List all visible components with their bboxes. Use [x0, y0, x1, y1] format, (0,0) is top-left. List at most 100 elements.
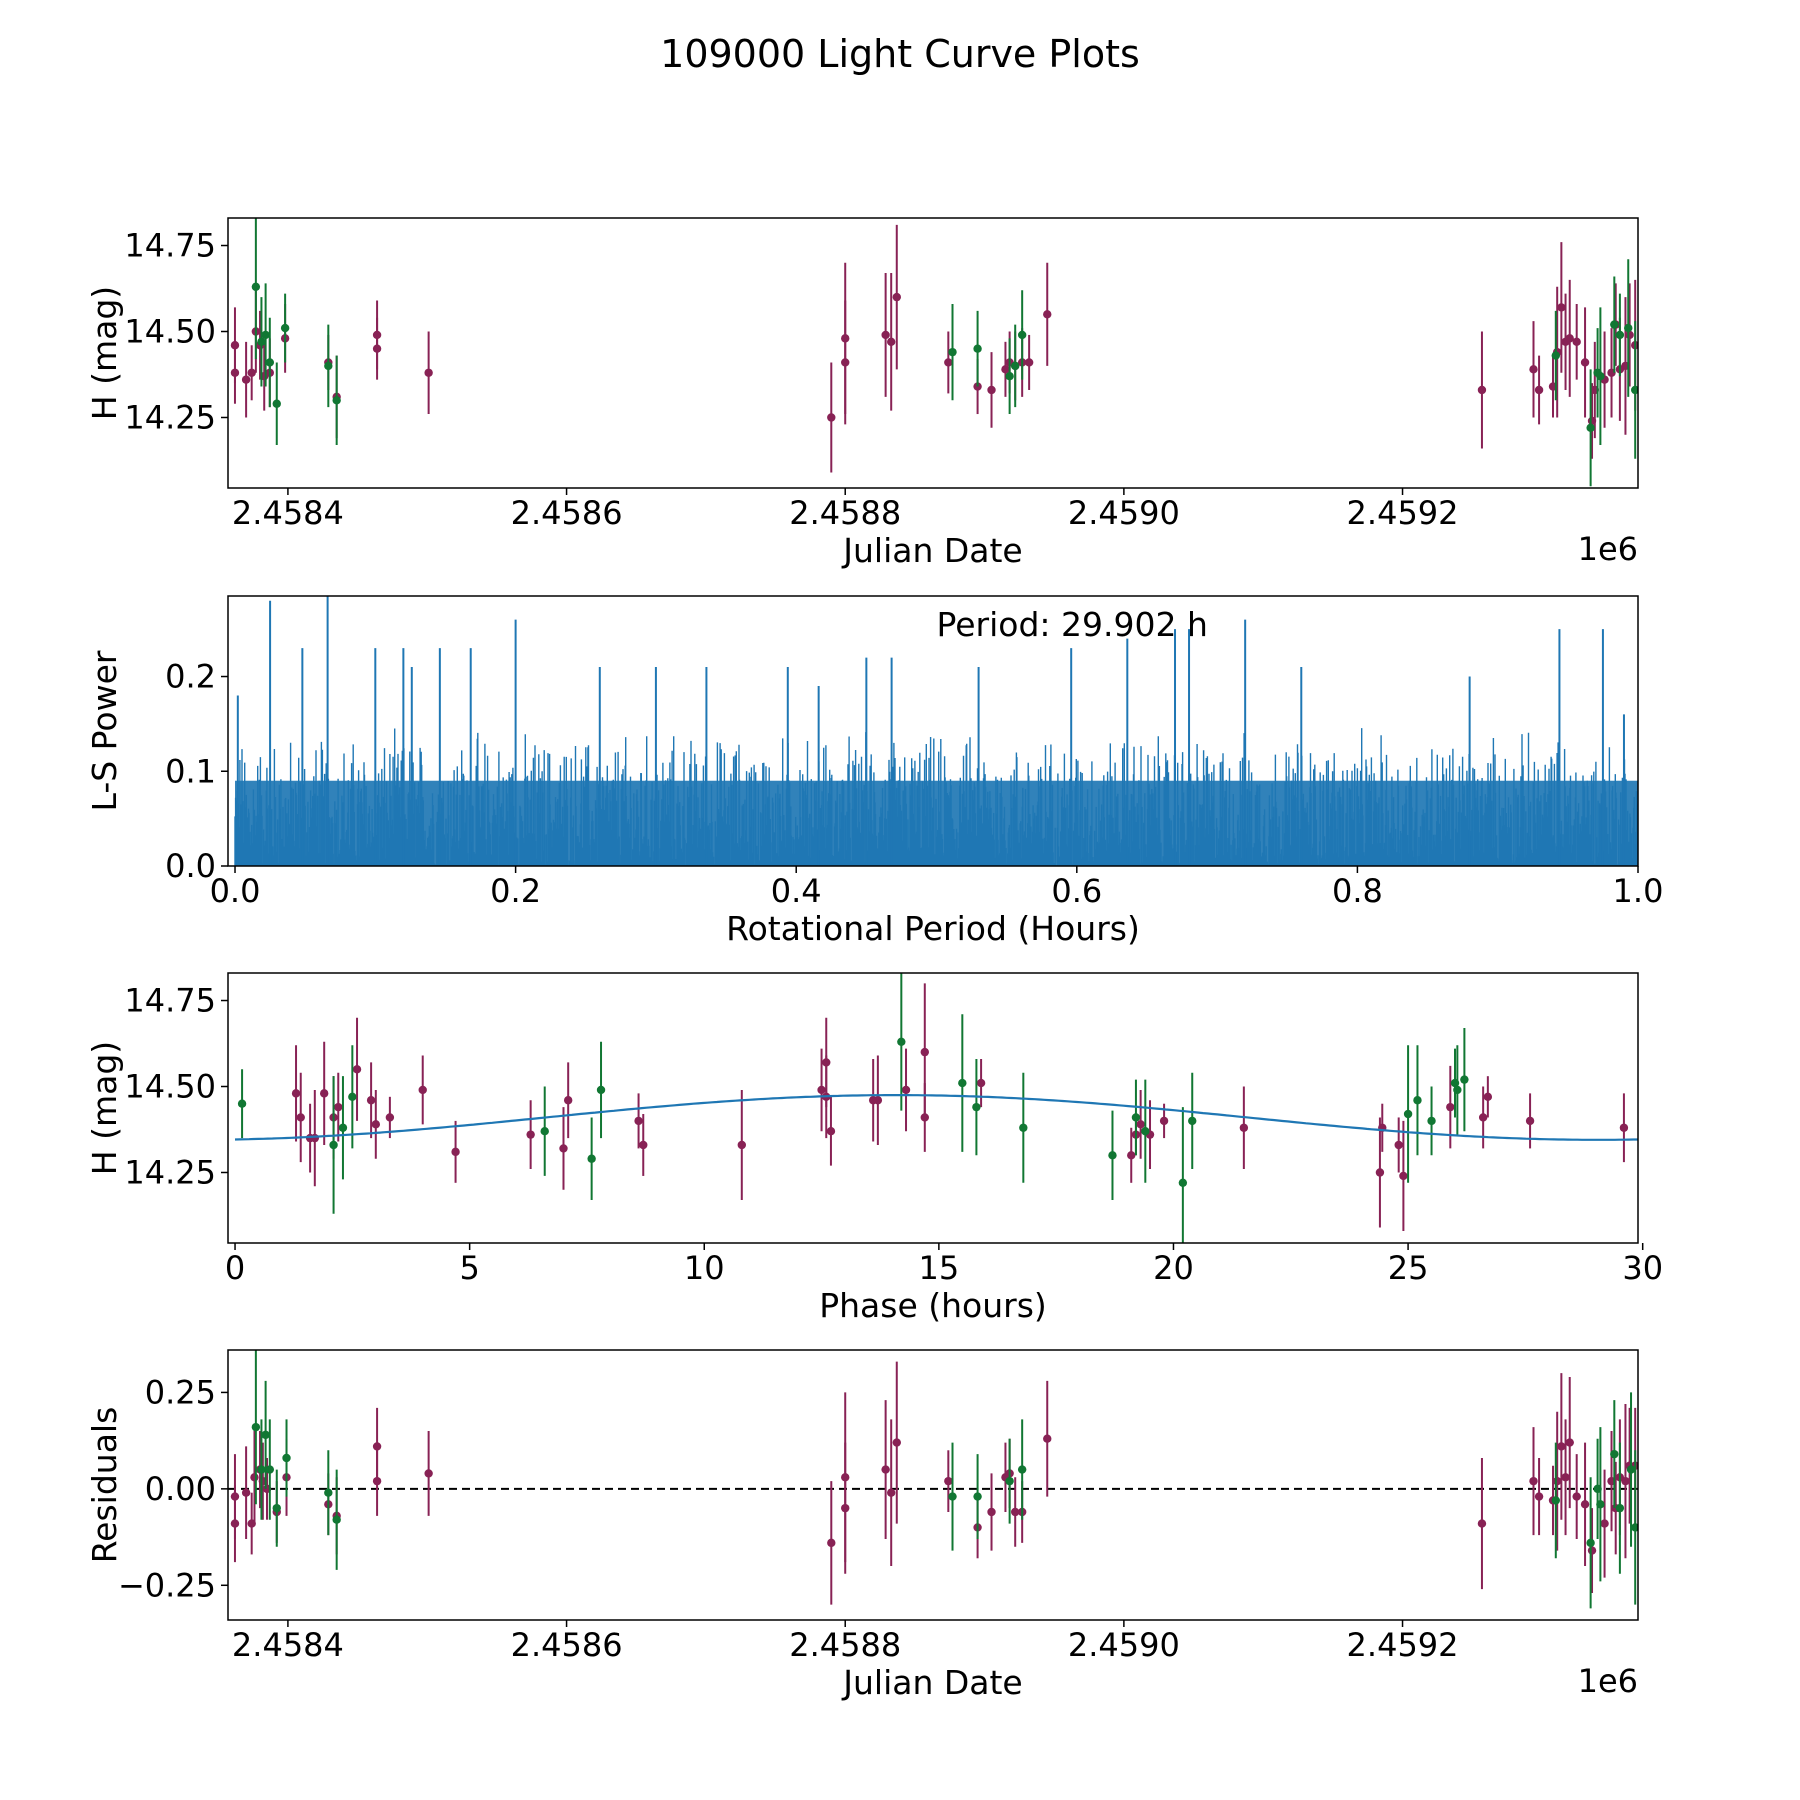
raw-point-r: [841, 358, 850, 367]
phased-point-r: [1446, 1102, 1455, 1112]
residuals-xtick-label: 2.4584: [232, 1626, 344, 1664]
phased-point-r: [418, 1085, 427, 1095]
phased-point-r: [817, 1085, 826, 1095]
periodogram-xtick-label: 0.6: [1051, 872, 1102, 910]
phased-point-r: [976, 1078, 986, 1088]
raw-point-r: [1001, 365, 1010, 374]
raw-point-r: [247, 368, 256, 377]
residuals-point-r: [827, 1538, 836, 1548]
phased-point-g: [958, 1078, 967, 1088]
residuals-point-g: [1017, 1465, 1027, 1474]
phased-xtick-label: 0: [225, 1249, 245, 1287]
raw-ytick-label: 14.50: [124, 313, 216, 351]
periodogram-frame: [227, 595, 1639, 867]
residuals-point-g: [1596, 1500, 1605, 1509]
phased-point-r: [822, 1058, 831, 1067]
raw-point-g: [265, 358, 274, 367]
phased-point-r: [563, 1096, 573, 1105]
phased-point-r: [1394, 1140, 1403, 1150]
phased-point-r: [737, 1140, 746, 1150]
phased-point-g: [596, 1085, 606, 1095]
raw-point-g: [1017, 330, 1027, 340]
phased-point-g: [237, 1099, 247, 1108]
phased-point-r: [1375, 1168, 1385, 1177]
phased-point-r: [1399, 1171, 1408, 1181]
phased-point-r: [1483, 1092, 1493, 1102]
raw-point-r: [881, 330, 890, 340]
phased-point-r: [901, 1085, 911, 1095]
raw-point-r: [1534, 385, 1544, 395]
phased-point-r: [352, 1065, 362, 1074]
residuals-point-r: [841, 1503, 850, 1513]
residuals-point-g: [1551, 1496, 1560, 1505]
raw-point-r: [241, 375, 251, 384]
periodogram-ytick-label: 0.2: [165, 658, 216, 696]
phased-point-r: [291, 1089, 301, 1098]
residuals-point-r: [1572, 1492, 1581, 1501]
phased-point-r: [334, 1102, 343, 1112]
raw-point-r: [987, 385, 996, 395]
phased-xtick-label: 15: [919, 1249, 960, 1287]
raw-point-r: [1043, 310, 1052, 319]
raw-point-r: [1024, 358, 1034, 367]
raw-point-g: [1624, 323, 1633, 333]
residuals-xtick-label: 2.4586: [511, 1626, 623, 1664]
raw-xtick-label: 2.4586: [511, 494, 623, 532]
residuals-point-g: [251, 1422, 261, 1432]
raw-point-g: [1011, 361, 1020, 371]
phased-xtick-label: 30: [1622, 1249, 1663, 1287]
phased-point-g: [1019, 1123, 1028, 1132]
phased-point-g: [1453, 1085, 1462, 1095]
period-annotation: Period: 29.902 h: [937, 605, 1208, 644]
residuals-point-r: [1043, 1434, 1052, 1443]
raw-ytick-label: 14.25: [124, 398, 216, 436]
raw-point-g: [257, 337, 266, 347]
residuals-point-r: [1477, 1519, 1487, 1528]
raw-point-r: [1572, 337, 1581, 347]
raw-xtick-label: 2.4592: [1347, 494, 1459, 532]
phased-point-g: [348, 1092, 357, 1102]
periodogram-xtick-label: 0.8: [1332, 872, 1383, 910]
raw-point-g: [272, 399, 281, 408]
residuals-point-r: [1565, 1438, 1574, 1447]
residuals-point-r: [1529, 1476, 1538, 1486]
residuals-point-r: [1580, 1500, 1590, 1509]
phased-point-r: [639, 1140, 648, 1150]
phased-point-r: [319, 1089, 329, 1098]
phased-point-g: [1427, 1116, 1436, 1126]
phased-point-r: [1239, 1123, 1249, 1132]
raw-point-g: [948, 347, 957, 357]
raw-point-r: [892, 292, 901, 302]
residuals-point-r: [887, 1488, 896, 1497]
residuals-point-g: [257, 1465, 266, 1474]
phased-point-r: [873, 1096, 883, 1105]
residuals-point-r: [1587, 1546, 1597, 1555]
residuals-point-r: [944, 1476, 953, 1486]
raw-point-g: [251, 282, 261, 291]
residuals-point-r: [1552, 1476, 1562, 1486]
phased-point-r: [451, 1147, 460, 1157]
periodogram-xtick-label: 0.2: [490, 872, 541, 910]
residuals-point-r: [1534, 1492, 1544, 1501]
periodogram-ylabel: L-S Power: [85, 650, 124, 811]
phased-point-g: [338, 1123, 348, 1132]
phased-point-g: [1460, 1075, 1469, 1084]
phased-point-r: [1619, 1123, 1629, 1132]
residuals-point-g: [282, 1453, 291, 1463]
periodogram-power-floor: [235, 780, 1638, 866]
periodogram-xtick-label: 1.0: [1613, 872, 1664, 910]
phased-point-g: [1141, 1127, 1150, 1136]
raw-point-g: [1631, 385, 1638, 395]
raw-point-g: [1610, 320, 1619, 329]
periodogram-ytick-label: 0.1: [165, 752, 216, 790]
raw-point-g: [1615, 330, 1625, 340]
residuals-point-r: [1621, 1476, 1630, 1486]
phased-point-g: [1108, 1151, 1117, 1160]
phased-xtick-label: 20: [1153, 1249, 1194, 1287]
residuals-frame: [227, 1349, 1639, 1621]
phased-point-g: [972, 1102, 981, 1112]
raw-xtick-label: 2.4588: [789, 494, 901, 532]
periodogram-ytick-label: 0.0: [165, 847, 216, 885]
residuals-xtick-label: 2.4590: [1068, 1626, 1180, 1664]
